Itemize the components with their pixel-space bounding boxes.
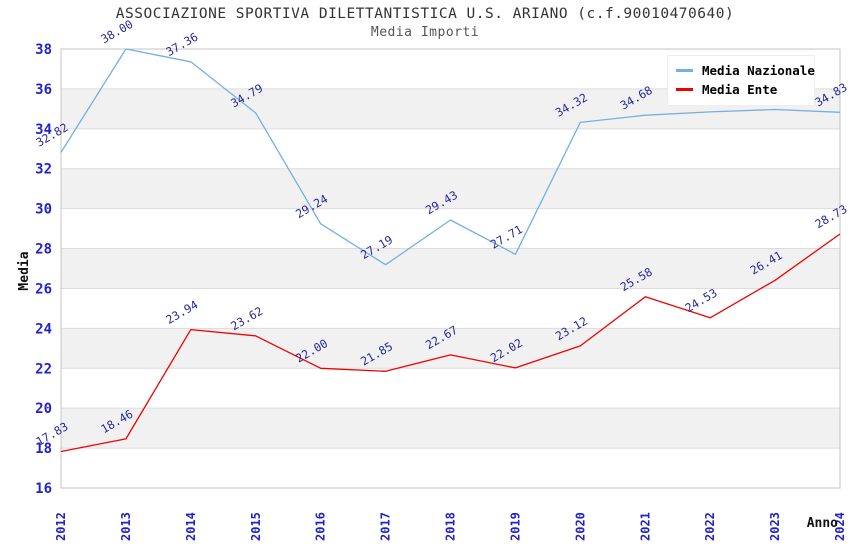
x-tick-label: 2021 [638, 512, 652, 541]
x-tick-label: 2012 [54, 512, 68, 541]
series-line-media-nazionale [60, 48, 841, 266]
x-tick-label: 2015 [249, 512, 263, 541]
x-tick-label: 2020 [573, 512, 587, 541]
y-tick-label: 30 [35, 202, 52, 218]
y-tick-label: 18 [35, 441, 52, 457]
plot-band [61, 408, 840, 449]
y-tick-label: 26 [35, 281, 52, 297]
legend-item-media-nazionale: Media Nazionale [676, 61, 815, 80]
y-tick-label: 36 [35, 82, 52, 98]
y-tick-label: 24 [35, 321, 52, 337]
x-tick-label: 2013 [119, 512, 133, 541]
x-tick-label: 2023 [768, 512, 782, 541]
legend-label: Media Ente [702, 82, 778, 97]
y-tick-label: 32 [35, 162, 52, 178]
chart-title: ASSOCIAZIONE SPORTIVA DILETTANTISTICA U.… [115, 6, 735, 22]
series-line-media-ente [60, 233, 841, 453]
plot-band [61, 248, 840, 289]
plot-band [61, 168, 840, 209]
x-axis-title: Anno [807, 516, 838, 531]
y-tick-label: 34 [35, 122, 52, 138]
y-tick-label: 16 [35, 481, 52, 497]
y-tick-label: 28 [35, 242, 52, 258]
data-label: 24.53 [683, 286, 720, 315]
plot-border [60, 48, 841, 489]
x-tick-label: 2016 [314, 512, 328, 541]
chart-subtitle: Media Importi [370, 25, 480, 40]
media-ente-line-swatch-icon [676, 88, 693, 91]
y-tick-label: 38 [35, 42, 52, 58]
legend-box: Media Nazionale Media Ente [667, 55, 815, 106]
x-tick-label: 2022 [703, 512, 717, 541]
x-tick-label: 2019 [508, 512, 522, 541]
y-tick-label: 20 [35, 401, 52, 417]
x-tick-label: 2014 [184, 512, 198, 541]
y-tick-label: 22 [35, 361, 52, 377]
media-nazionale-line-swatch-icon [676, 69, 693, 72]
x-tick-label: 2018 [444, 512, 458, 541]
legend-label: Media Nazionale [702, 63, 815, 78]
legend-item-media-ente: Media Ente [676, 80, 806, 99]
plot-band [61, 328, 840, 369]
x-tick-label: 2017 [379, 512, 393, 541]
data-label: 23.94 [163, 297, 200, 326]
x-tick-label: 2024 [833, 512, 847, 541]
y-axis-title: Media [17, 251, 32, 290]
